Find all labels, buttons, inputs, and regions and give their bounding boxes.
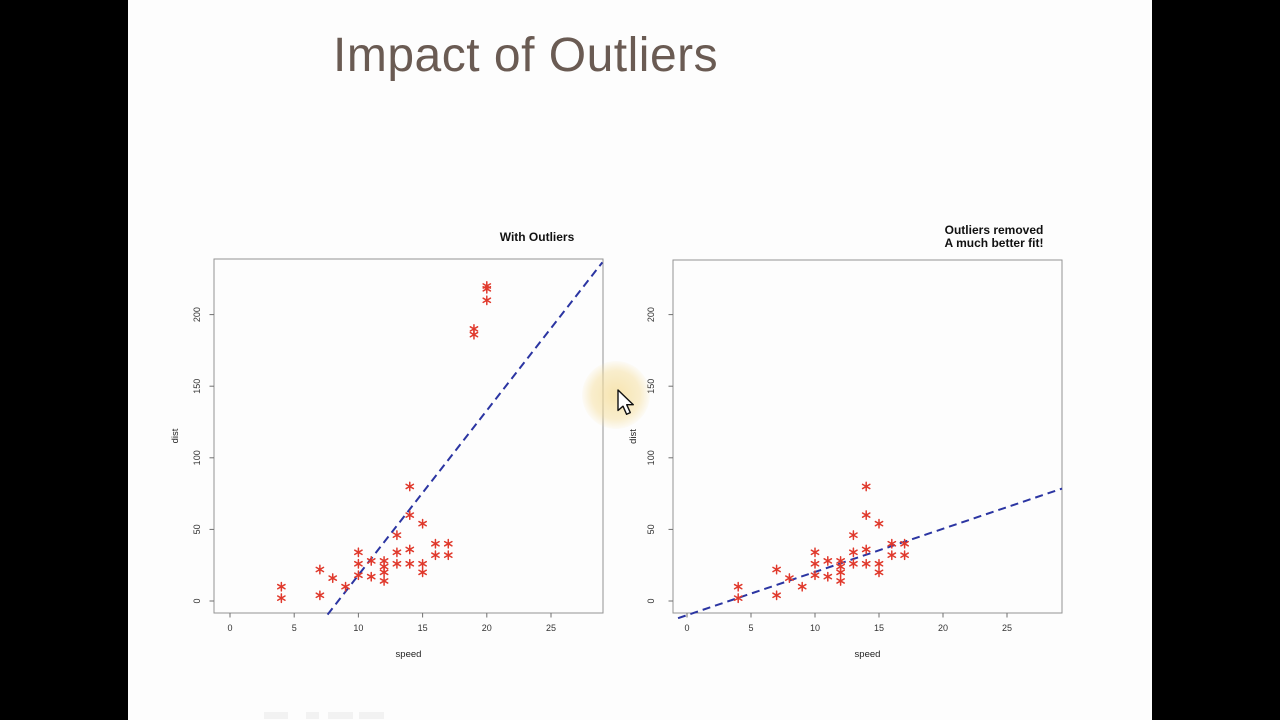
svg-text:10: 10	[353, 623, 363, 633]
chart-left-title-text: With Outliers	[499, 230, 575, 244]
svg-text:200: 200	[646, 307, 656, 322]
svg-text:speed: speed	[855, 649, 881, 660]
svg-text:150: 150	[192, 379, 202, 394]
svg-text:0: 0	[684, 623, 689, 633]
svg-text:20: 20	[482, 623, 492, 633]
svg-text:50: 50	[646, 524, 656, 534]
svg-text:150: 150	[646, 379, 656, 394]
svg-text:100: 100	[192, 450, 202, 465]
svg-text:0: 0	[646, 598, 656, 603]
svg-text:0: 0	[227, 623, 232, 633]
svg-text:20: 20	[938, 623, 948, 633]
chart-right-title: Outliers removed A much better fit!	[844, 224, 1144, 250]
svg-text:speed: speed	[396, 649, 422, 660]
chart-right-title-line1: Outliers removed	[944, 223, 1044, 237]
footer-faint-block	[264, 712, 288, 719]
slide: Impact of Outliers With Outliers Outlier…	[128, 0, 1152, 720]
svg-text:200: 200	[192, 307, 202, 322]
svg-text:0: 0	[192, 598, 202, 603]
svg-text:dist: dist	[628, 429, 639, 444]
chart-right-title-line2: A much better fit!	[944, 236, 1044, 250]
svg-text:25: 25	[546, 623, 556, 633]
svg-text:15: 15	[874, 623, 884, 633]
svg-text:50: 50	[192, 524, 202, 534]
page-title: Impact of Outliers	[333, 29, 719, 82]
svg-text:100: 100	[646, 450, 656, 465]
chart-left-title: With Outliers	[387, 231, 687, 244]
svg-text:25: 25	[1002, 623, 1012, 633]
letterbox-right	[1152, 0, 1280, 720]
footer-faint-block	[359, 712, 384, 719]
footer-faint-block	[328, 712, 353, 719]
letterbox-left	[0, 0, 128, 720]
svg-text:10: 10	[810, 623, 820, 633]
footer-faint-block	[306, 712, 319, 719]
svg-text:dist: dist	[170, 428, 181, 443]
cursor-highlight	[582, 361, 650, 429]
mouse-cursor-icon	[617, 389, 634, 415]
svg-text:5: 5	[748, 623, 753, 633]
svg-text:5: 5	[292, 623, 297, 633]
svg-text:15: 15	[418, 623, 428, 633]
